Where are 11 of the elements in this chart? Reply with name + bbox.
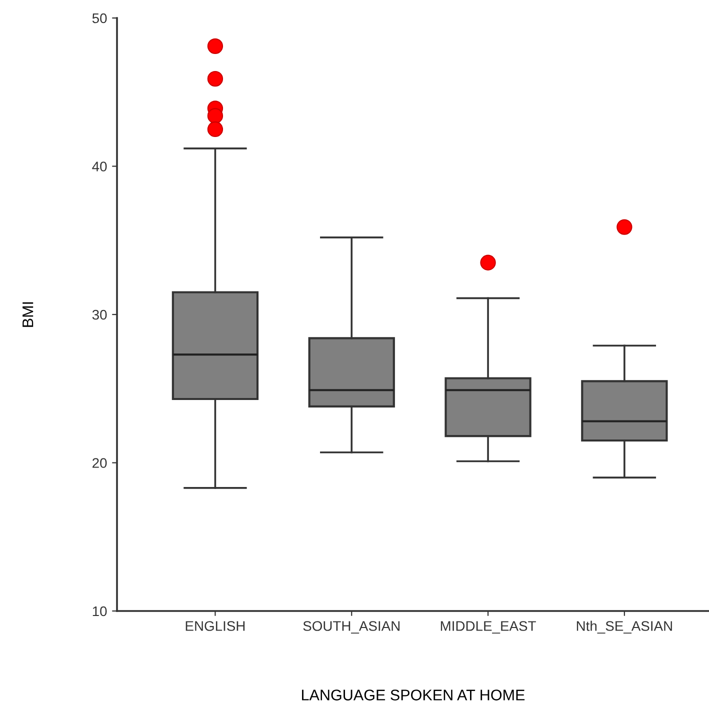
x-tick-label: Nth_SE_ASIAN xyxy=(576,620,672,634)
y-axis-title: BMI xyxy=(22,302,34,327)
x-tick-label: ENGLISH xyxy=(186,621,245,631)
y-tick-label: 20 xyxy=(92,458,107,468)
x-tick-label: MIDDLE_EAST xyxy=(440,621,536,634)
x-axis-title: LANGUAGE SPOKEN AT HOME xyxy=(302,690,525,700)
x-tick-label: SOUTH_ASIAN xyxy=(303,621,400,634)
y-tick-label: 40 xyxy=(92,162,107,172)
y-tick-label: 50 xyxy=(92,13,107,24)
y-tick-label: 30 xyxy=(92,310,107,320)
y-tick-label: 10 xyxy=(92,606,107,616)
